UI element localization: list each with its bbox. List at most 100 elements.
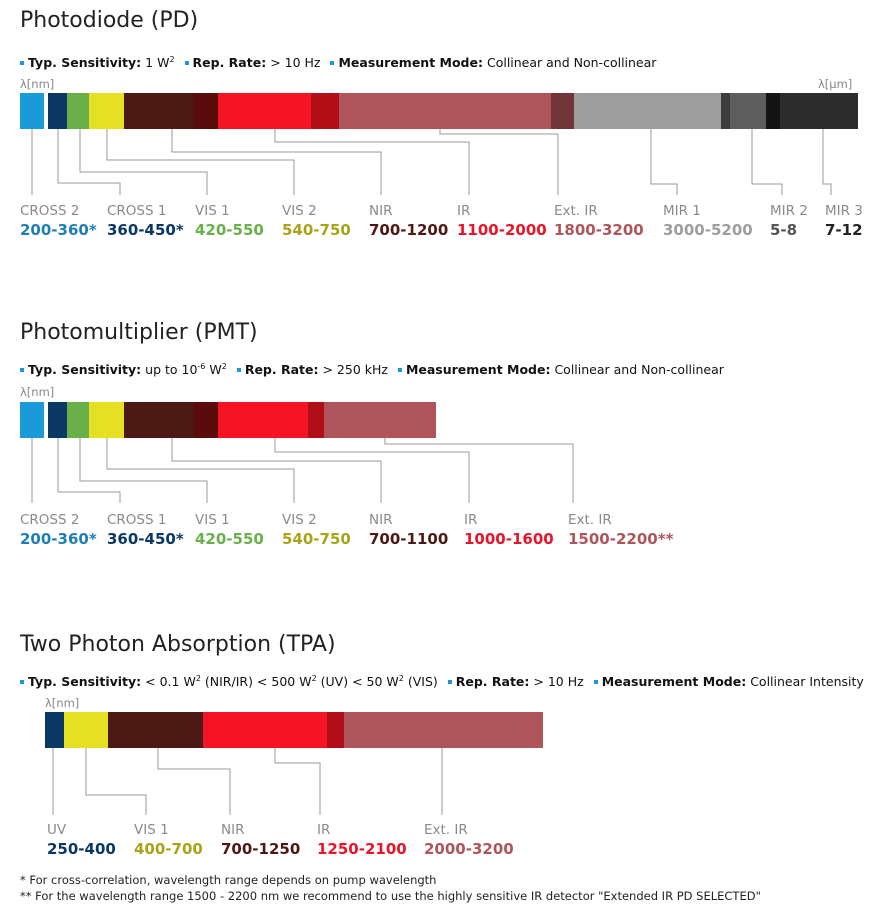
leader-line — [274, 129, 470, 195]
band-range: 700-1100 — [369, 530, 449, 548]
spectrum-segment — [344, 712, 543, 748]
spec-label: Measurement Mode: — [601, 674, 747, 690]
band-name: CROSS 1 — [107, 203, 167, 219]
spec-value: Collinear and Non-collinear — [554, 362, 724, 378]
bullet-icon — [20, 60, 24, 65]
spec-sup: 2 — [398, 674, 404, 683]
spec-value: Collinear and Non-collinear — [486, 55, 657, 71]
spec-label: Typ. Sensitivity: — [28, 362, 142, 378]
spectrum-segment — [48, 93, 67, 129]
bullet-icon — [20, 367, 24, 372]
bullet-icon — [330, 60, 335, 65]
band-name: NIR — [369, 512, 393, 528]
range-label: UV 250-400 — [47, 822, 116, 858]
leader-line — [85, 748, 147, 815]
band-range: 1100-2000 — [457, 221, 547, 239]
footnote-1: * For cross-correlation, wavelength rang… — [20, 873, 437, 887]
band-name: Ext. IR — [568, 512, 612, 528]
bullet-icon — [20, 679, 24, 684]
spectrum-segment — [44, 402, 48, 438]
band-name: VIS 1 — [134, 822, 169, 838]
spec-value: (VIS) — [403, 674, 438, 690]
unit-nm-label: λ[nm] — [45, 696, 80, 710]
footnote-2: ** For the wavelength range 1500 - 2200 … — [20, 889, 761, 903]
band-name: UV — [47, 822, 67, 838]
leader-line — [274, 438, 470, 503]
spec-value: W — [205, 362, 222, 378]
band-range: 1250-2100 — [317, 840, 407, 858]
spectrum-segment — [108, 712, 203, 748]
spectrum-segment — [339, 93, 551, 129]
leader-line — [171, 129, 382, 195]
tpa-specs: Typ. Sensitivity: < 0.1 W2 (NIR/IR) < 50… — [20, 674, 864, 689]
spectrum-segment — [67, 93, 89, 129]
bullet-icon — [593, 679, 598, 684]
pmt-specs: Typ. Sensitivity: up to 10-6 W2 Rep. Rat… — [20, 362, 724, 377]
spectrum-segment — [308, 402, 324, 438]
spec-sup: 2 — [195, 674, 201, 683]
band-range: 360-450* — [107, 221, 184, 239]
leader-line — [650, 129, 678, 195]
spectrum-segment — [218, 93, 311, 129]
spec-label: Measurement Mode: — [338, 55, 483, 71]
band-name: NIR — [221, 822, 245, 838]
band-range: 7-12 — [825, 221, 863, 239]
spec-value: < 0.1 W — [145, 674, 196, 690]
range-label: MIR 2 5-8 — [770, 203, 808, 239]
band-name: CROSS 1 — [107, 512, 167, 528]
band-range: 250-400 — [47, 840, 116, 858]
band-name: MIR 1 — [663, 203, 701, 219]
band-range: 420-550 — [195, 221, 264, 239]
leader-line — [79, 129, 208, 195]
band-range: 200-360* — [20, 530, 97, 548]
band-name: VIS 1 — [195, 203, 230, 219]
spec-value: (UV) < 50 W — [316, 674, 399, 690]
band-name: IR — [464, 512, 478, 528]
range-label: Ext. IR 2000-3200 — [424, 822, 514, 858]
spectrum-segment — [20, 93, 44, 129]
bullet-icon — [184, 60, 189, 65]
leader-line — [157, 748, 231, 815]
band-name: VIS 2 — [282, 512, 317, 528]
spectrum-segment — [89, 93, 124, 129]
spectrum-segment — [48, 402, 67, 438]
spec-value: up to 10 — [145, 362, 198, 378]
band-range: 5-8 — [770, 221, 798, 239]
range-label: IR 1250-2100 — [317, 822, 407, 858]
spectrum-segment — [44, 93, 48, 129]
band-range: 1500-2200** — [568, 530, 674, 548]
spec-value: > 10 Hz — [270, 55, 321, 71]
spectrum-segment — [311, 93, 339, 129]
band-name: CROSS 2 — [20, 203, 80, 219]
spectrum-segment — [551, 93, 574, 129]
spectrum-segment — [67, 402, 89, 438]
bullet-icon — [447, 679, 452, 684]
spectrum-segment — [20, 402, 44, 438]
leader-line — [171, 438, 382, 503]
band-range: 700-1250 — [221, 840, 301, 858]
spectrum-segment — [780, 93, 858, 129]
leader-line — [274, 748, 321, 815]
band-name: IR — [457, 203, 471, 219]
tpa-title: Two Photon Absorption (TPA) — [20, 632, 336, 657]
spec-label: Rep. Rate: — [192, 55, 267, 71]
range-label: NIR 700-1200 — [369, 203, 448, 239]
unit-nm-label: λ[nm] — [20, 385, 55, 399]
range-label: NIR 700-1100 — [369, 512, 448, 548]
spec-value: > 10 Hz — [533, 674, 584, 690]
spec-label: Typ. Sensitivity: — [28, 55, 142, 71]
leader-line — [106, 438, 295, 503]
spectrum-segment — [45, 712, 64, 748]
range-label: CROSS 1 360-450* — [107, 512, 184, 548]
band-range: 1000-1600 — [464, 530, 554, 548]
spectrum-segment — [766, 93, 780, 129]
spec-label: Rep. Rate: — [455, 674, 530, 690]
unit-um-label: λ[μm] — [818, 77, 853, 91]
range-label: IR 1100-2000 — [457, 203, 547, 239]
range-label: MIR 1 3000-5200 — [663, 203, 753, 239]
spec-label: Typ. Sensitivity: — [28, 674, 142, 690]
leader-line — [79, 438, 208, 503]
spectrum-segment — [124, 402, 194, 438]
spectrum-segment — [194, 402, 218, 438]
